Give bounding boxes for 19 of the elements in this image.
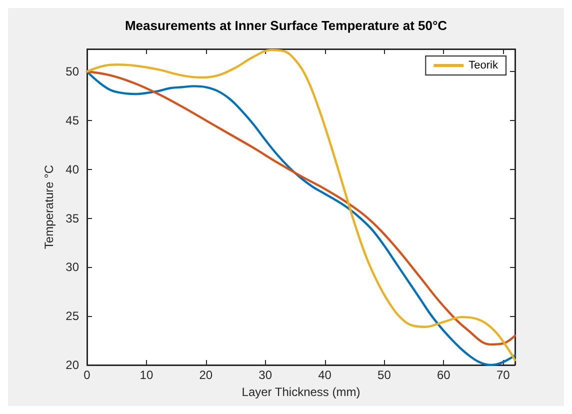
y-tick-label: 35	[66, 211, 80, 226]
chart-title: Measurements at Inner Surface Temperature at 50°C	[124, 18, 448, 33]
y-tick-label: 40	[66, 162, 80, 176]
legend-label: Teorik	[468, 60, 498, 72]
y-tick-label: 25	[66, 309, 80, 324]
x-tick-label: 0	[84, 368, 91, 382]
y-tick-label: 45	[66, 113, 80, 128]
x-tick-label: 20	[199, 368, 213, 382]
x-tick-label: 60	[436, 368, 451, 382]
x-tick-label: 40	[318, 368, 332, 382]
x-tick-label: 30	[258, 368, 272, 382]
x-tick-label: 70	[496, 368, 510, 382]
x-tick-label: 10	[140, 368, 154, 382]
y-tick-label: 20	[66, 358, 80, 372]
x-tick-label: 50	[378, 368, 392, 382]
y-tick-label: 30	[66, 260, 80, 274]
y-tick-label: 50	[66, 64, 80, 78]
x-axis-title: Layer Thickness (mm)	[242, 384, 360, 399]
y-axis-title: Temperature °C	[42, 164, 56, 250]
